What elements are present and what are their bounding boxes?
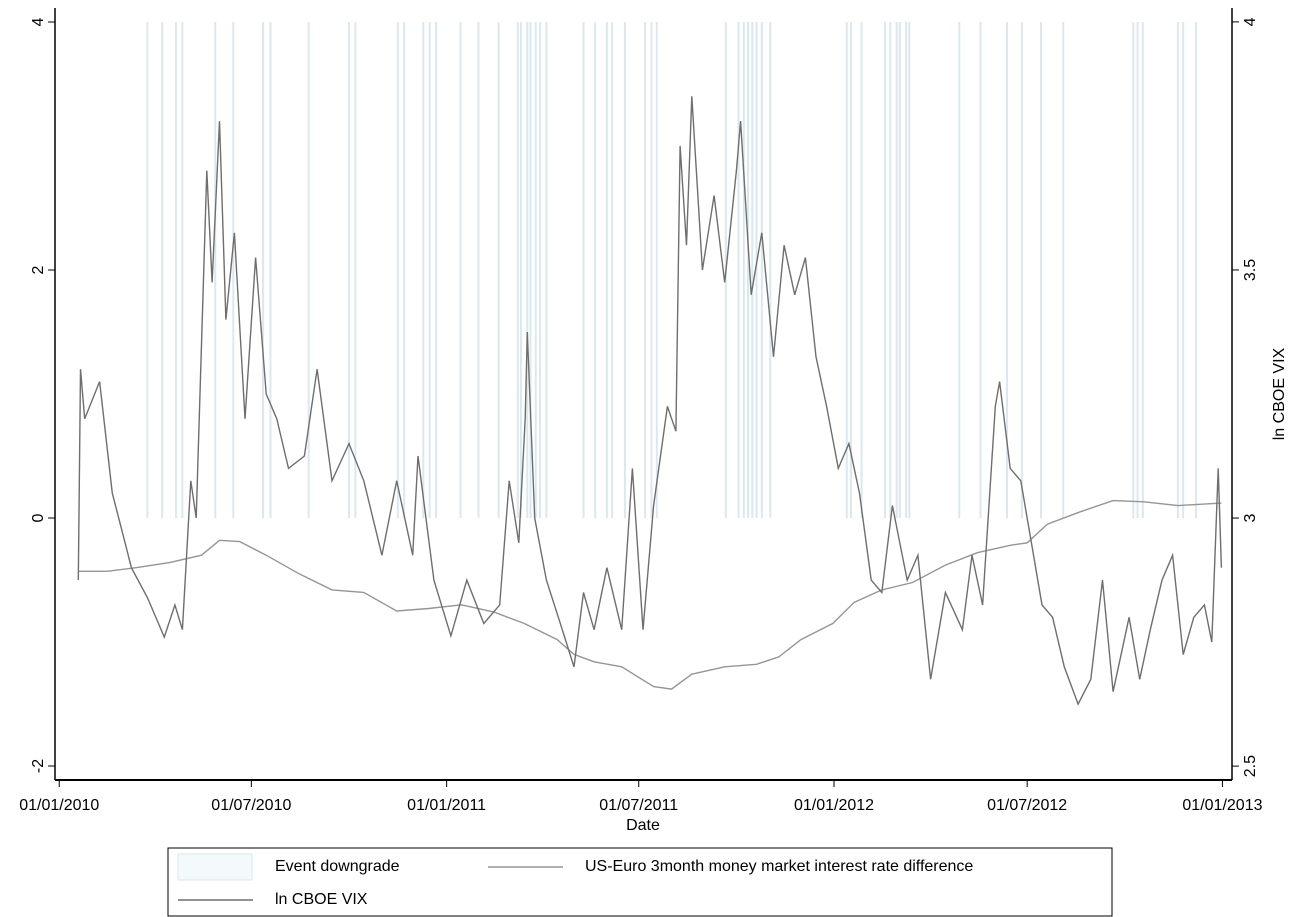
event-bar [534,22,537,518]
tick-layer: 01/01/2010 01/07/2010 01/01/2011 01/07/2011… [19,17,1262,814]
event-bar [262,22,265,518]
series-line [77,96,1223,706]
event-bar [1020,22,1023,518]
event-bar [1006,22,1009,518]
event-bar [895,22,898,518]
event-bar [849,22,852,518]
legend: Event downgrade US-Euro 3month money mark… [177,853,973,908]
event-bar [845,22,848,518]
event-bar [347,22,350,518]
y2-axis-title: ln CBOE VIX [1271,347,1288,440]
event-bar [908,22,911,518]
event-bar [979,22,982,518]
event-bar [307,22,310,518]
event-bar [737,22,740,518]
event-bar [1039,22,1042,518]
event-bar [1182,22,1185,518]
y-tick-label: -2 [30,759,47,773]
event-bar [594,22,597,518]
event-bar [519,22,522,518]
event-bar [396,22,399,518]
event-bar [760,22,763,518]
y2-tick-label: 2.5 [1242,755,1259,777]
event-bar [428,22,431,518]
event-bar [214,22,217,518]
event-bar [526,22,529,518]
event-bar [751,22,754,518]
event-bar [497,22,500,518]
event-bar [181,22,184,518]
event-bar [1194,22,1197,518]
event-bar [582,22,585,518]
event-bar [269,22,272,518]
event-bar [905,22,908,518]
line-layer [77,96,1223,706]
legend-label: ln CBOE VIX [275,891,368,908]
event-bar [529,22,532,518]
y2-tick-label: 3.5 [1242,259,1259,281]
x-tick-label: 01/01/2012 [794,797,874,814]
event-bar [161,22,164,518]
event-bar [1062,22,1065,518]
event-bar [1136,22,1139,518]
event-bar [459,22,462,518]
legend-box [167,847,1113,917]
legend-label: Event downgrade [275,858,400,875]
event-layer [146,22,1197,518]
event-bar [747,22,750,518]
event-bar [1141,22,1144,518]
event-bar [958,22,961,518]
y2-tick-label: 3 [1242,513,1259,522]
event-bar [611,22,614,518]
event-bar [174,22,177,518]
event-bar [883,22,886,518]
event-bar [422,22,425,518]
event-bar [623,22,626,518]
event-bar [769,22,772,518]
event-bar [516,22,519,518]
event-bar [1176,22,1179,518]
x-tick-label: 01/01/2011 [407,797,486,814]
y-tick-label: 2 [30,265,47,274]
event-bar [232,22,235,518]
x-tick-label: 01/01/2013 [1182,797,1262,814]
event-bar [477,22,480,518]
legend-swatch [177,853,253,881]
y-tick-label: 0 [30,513,47,522]
event-bar [898,22,901,518]
event-bar [755,22,758,518]
x-axis-title: Date [626,817,660,834]
x-tick-label: 01/07/2010 [211,797,291,814]
event-bar [742,22,745,518]
event-bar [644,22,647,518]
series-line [78,499,1222,690]
event-bar [860,22,863,518]
event-bar [545,22,548,518]
x-tick-label: 01/01/2010 [19,797,99,814]
event-bar [650,22,653,518]
x-tick-label: 01/07/2011 [599,797,678,814]
event-bar [605,22,608,518]
event-bar [539,22,542,518]
event-bar [655,22,658,518]
event-bar [1132,22,1135,518]
event-bar [889,22,892,518]
y2-tick-label: 4 [1242,17,1259,26]
event-bar [435,22,438,518]
event-bar [354,22,357,518]
x-tick-label: 01/07/2012 [987,797,1067,814]
event-bar [403,22,406,518]
legend-label: US-Euro 3month money market interest rat… [585,858,973,875]
event-bar [146,22,149,518]
y-tick-label: 4 [30,17,47,26]
